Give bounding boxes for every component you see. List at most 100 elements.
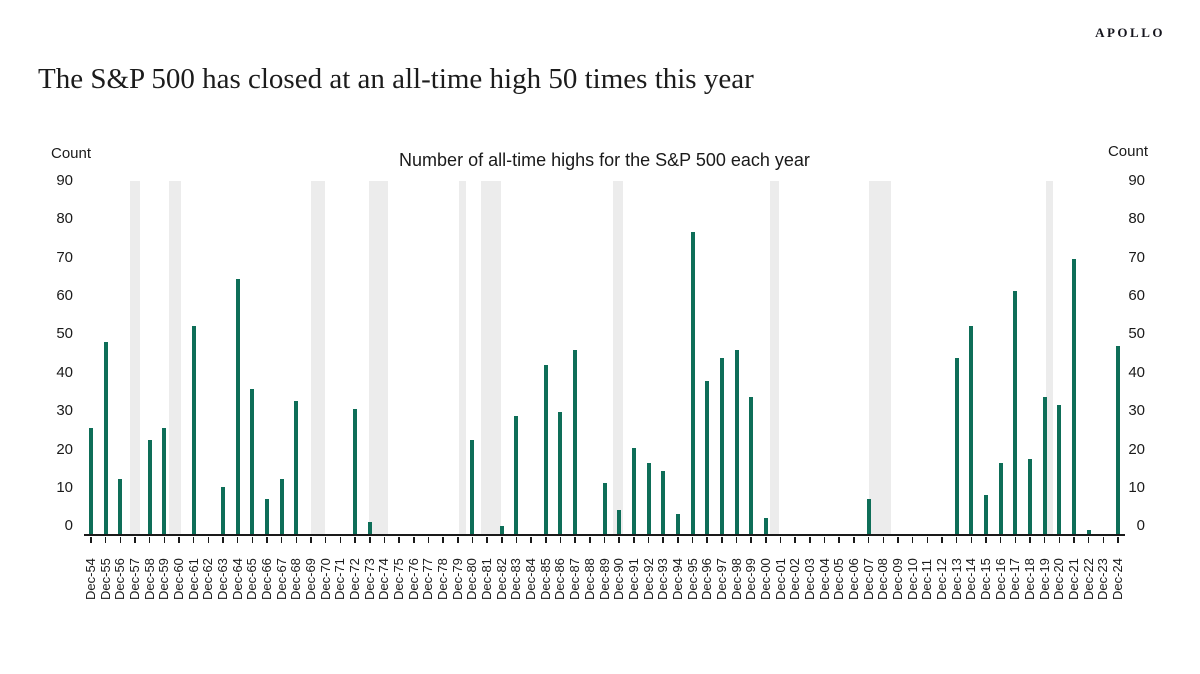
x-axis-tick <box>1117 537 1119 543</box>
x-tick-label: Dec-73 <box>361 558 377 600</box>
x-tick-label: Dec-19 <box>1036 558 1052 600</box>
chart-title: Number of all-time highs for the S&P 500… <box>399 150 810 170</box>
bar-Dec-67 <box>279 479 284 534</box>
x-tick-label: Dec-17 <box>1007 558 1023 600</box>
x-tick-label: Dec-72 <box>347 558 363 600</box>
x-axis-tick <box>236 537 239 543</box>
bar-Dec-18 <box>1027 459 1032 534</box>
recession-band <box>368 181 389 534</box>
bar-Dec-13 <box>954 357 959 534</box>
bar-Dec-14 <box>969 326 974 534</box>
x-tick-label: Dec-98 <box>728 558 744 600</box>
x-axis-tick <box>192 537 195 543</box>
x-axis-tick <box>838 537 840 543</box>
x-tick-label: Dec-90 <box>611 558 627 600</box>
x-axis-tick <box>339 537 342 543</box>
x-tick-label: Dec-71 <box>332 558 348 600</box>
y-tick-label: 20 <box>56 440 73 458</box>
x-axis-tick <box>1029 537 1031 543</box>
x-axis-tick <box>765 537 767 543</box>
x-tick-label: Dec-03 <box>801 558 817 600</box>
bar-Dec-56 <box>118 479 123 534</box>
x-tick-label: Dec-09 <box>889 558 905 600</box>
bar-Dec-94 <box>675 514 680 534</box>
bar-Dec-92 <box>646 463 651 534</box>
x-tick-label: Dec-87 <box>567 558 583 600</box>
x-axis-tick <box>809 537 811 543</box>
x-tick-label: Dec-15 <box>977 558 993 600</box>
bar-Dec-58 <box>147 439 152 534</box>
x-tick-label: Dec-07 <box>860 558 876 600</box>
x-axis-tick <box>457 537 459 543</box>
x-tick-label: Dec-91 <box>625 558 641 600</box>
bar-Dec-99 <box>749 396 754 534</box>
x-axis-tick <box>1102 537 1105 543</box>
recession-band <box>169 181 182 534</box>
x-tick-label: Dec-04 <box>816 558 832 600</box>
x-axis-tick <box>398 537 400 543</box>
bar-Dec-22 <box>1086 530 1091 534</box>
y-tick-label: 20 <box>1128 440 1145 458</box>
y-tick-label: 90 <box>56 171 73 189</box>
x-axis-tick <box>178 537 180 543</box>
y-tick-label: 40 <box>1128 363 1145 381</box>
x-tick-label: Dec-79 <box>449 558 465 600</box>
x-tick-label: Dec-55 <box>97 558 113 600</box>
x-axis-tick <box>618 537 620 543</box>
x-tick-label: Dec-21 <box>1065 558 1081 600</box>
x-axis-tick <box>222 537 224 543</box>
bar-Dec-59 <box>162 428 167 534</box>
x-tick-label: Dec-78 <box>435 558 451 600</box>
x-axis-tick <box>941 537 943 543</box>
bar-Dec-63 <box>221 486 226 534</box>
x-tick-label: Dec-92 <box>640 558 656 600</box>
x-axis-tick <box>706 537 708 543</box>
x-tick-label: Dec-86 <box>552 558 568 600</box>
y-axis-right: 0 10 20 30 40 50 60 70 80 90 <box>1105 0 1145 674</box>
x-axis-tick <box>779 537 782 543</box>
bar-Dec-17 <box>1013 290 1018 534</box>
x-tick-label: Dec-99 <box>743 558 759 600</box>
x-axis-tick <box>882 537 884 543</box>
x-tick-label: Dec-95 <box>684 558 700 600</box>
x-axis-tick <box>970 537 973 543</box>
x-axis-tick <box>134 537 136 543</box>
x-tick-label: Dec-12 <box>933 558 949 600</box>
x-axis-tick <box>310 537 312 543</box>
y-tick-label: 50 <box>1128 325 1145 343</box>
x-axis-tick <box>486 537 488 543</box>
x-axis-tick <box>501 537 503 543</box>
x-tick-label: Dec-08 <box>875 558 891 600</box>
bar-Dec-73 <box>367 522 372 534</box>
x-axis-tick <box>691 537 694 543</box>
x-tick-label: Dec-96 <box>699 558 715 600</box>
bar-Dec-00 <box>763 518 768 534</box>
bar-Dec-16 <box>998 463 1003 534</box>
bar-Dec-80 <box>470 439 475 534</box>
bar-Dec-07 <box>866 498 871 534</box>
x-tick-label: Dec-89 <box>596 558 612 600</box>
x-axis-tick <box>633 537 635 543</box>
x-axis-tick <box>119 537 122 543</box>
x-tick-label: Dec-76 <box>405 558 421 600</box>
x-tick-label: Dec-82 <box>493 558 509 600</box>
y-tick-label: 50 <box>56 325 73 343</box>
y-tick-label: 70 <box>56 248 73 266</box>
x-axis-tick <box>1014 537 1017 543</box>
x-axis-tick <box>794 537 796 543</box>
bar-Dec-91 <box>631 447 636 534</box>
bar-Dec-24 <box>1116 345 1120 534</box>
recession-band <box>481 181 501 534</box>
x-axis-tick <box>369 537 371 543</box>
x-tick-label: Dec-65 <box>244 558 260 600</box>
bar-Dec-90 <box>617 510 622 534</box>
x-tick-label: Dec-05 <box>831 558 847 600</box>
x-axis-tick <box>574 537 576 543</box>
x-axis-tick <box>721 537 723 543</box>
plot-area <box>84 181 1125 543</box>
x-axis-tick <box>662 537 664 543</box>
bar-Dec-66 <box>265 498 270 534</box>
bar-Dec-96 <box>705 381 710 534</box>
x-tick-label: Dec-54 <box>83 558 98 600</box>
bar-Dec-82 <box>499 526 504 534</box>
